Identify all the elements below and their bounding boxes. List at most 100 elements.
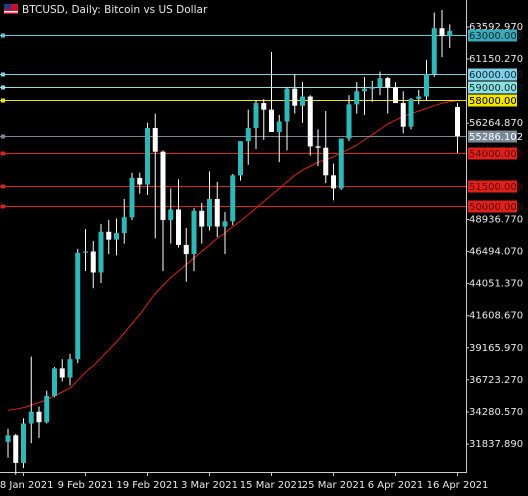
candle-body — [245, 128, 251, 142]
candle-body — [323, 147, 329, 176]
candle-body — [439, 28, 445, 37]
level-label-box — [468, 68, 517, 81]
candle-body — [292, 88, 298, 106]
level-marker — [1, 72, 5, 77]
x-tick-label: 15 Mar 2021 — [240, 480, 303, 491]
candle-body — [362, 88, 367, 92]
x-tick-label: 16 Apr 2021 — [427, 480, 489, 491]
candle-body — [400, 103, 406, 127]
candle-body — [106, 231, 112, 240]
candle-body — [416, 96, 422, 100]
level-label: 51500.000 — [469, 182, 523, 193]
candle-body — [21, 423, 26, 463]
level-label-box — [468, 94, 517, 107]
candle-body — [214, 198, 220, 227]
candle-body — [75, 252, 81, 360]
candle-body — [168, 209, 174, 220]
y-tick-label: 41608.670 — [469, 311, 523, 322]
level-label-box — [468, 180, 517, 193]
level-label: 50000.000 — [469, 202, 523, 213]
x-tick-label: 6 Apr 2021 — [368, 480, 423, 491]
level-marker — [1, 184, 5, 189]
candle-body — [90, 251, 96, 273]
level-marker — [1, 204, 5, 209]
level-label-box — [468, 29, 517, 42]
level-label-box — [468, 81, 517, 94]
candle-body — [261, 103, 267, 110]
level-marker — [1, 98, 5, 103]
y-tick-label: 46494.070 — [469, 247, 523, 258]
candle-body — [346, 104, 352, 139]
candle-body — [183, 244, 189, 255]
level-marker — [1, 85, 5, 90]
level-label-box — [468, 200, 517, 213]
x-tick-label: 28 Jan 2021 — [0, 480, 53, 491]
candle-body — [447, 30, 453, 37]
candle-body — [114, 233, 119, 240]
y-tick-label: 56264.870 — [469, 118, 523, 129]
candle-body — [199, 210, 205, 227]
y-tick-label: 36723.270 — [469, 375, 523, 386]
candle-body — [300, 96, 305, 106]
candle-body — [98, 231, 104, 273]
candle-body — [129, 177, 135, 218]
candle-body — [121, 217, 127, 234]
y-tick-label: 48936.770 — [469, 214, 523, 225]
candle-body — [284, 88, 290, 122]
candle-body — [137, 177, 143, 185]
candle-body — [222, 221, 228, 227]
y-tick-label: 34280.570 — [469, 407, 523, 418]
y-tick-label: 44051.370 — [469, 279, 523, 290]
candle-body — [52, 368, 57, 396]
level-label: 63000.000 — [469, 31, 523, 42]
candle-body — [424, 74, 429, 97]
candle-body — [354, 91, 360, 105]
level-label-box — [468, 130, 517, 143]
level-label: 55286.102 — [469, 132, 523, 143]
candle-body — [152, 128, 158, 152]
candle-body — [59, 368, 65, 378]
candle-body — [160, 151, 166, 220]
y-tick-label: 31837.890 — [469, 439, 523, 450]
candle-body — [377, 78, 383, 88]
moving-average — [7, 99, 458, 411]
x-tick-label: 25 Mar 2021 — [302, 480, 365, 491]
y-tick-label: 61150.270 — [469, 54, 523, 65]
flag-icon — [4, 4, 18, 14]
candle-body — [145, 128, 150, 185]
candle-body — [307, 96, 313, 147]
candle-body — [369, 87, 375, 89]
candle-body — [315, 146, 321, 148]
candle-body — [13, 435, 19, 463]
level-label: 60000.000 — [469, 70, 523, 81]
x-tick-label: 9 Feb 2021 — [58, 480, 114, 491]
level-label: 59000.000 — [469, 83, 523, 94]
candle-body — [207, 198, 212, 227]
candle-body — [253, 103, 259, 129]
candle-body — [44, 395, 50, 423]
y-tick-label: 39165.970 — [469, 343, 523, 354]
candle-body — [191, 210, 197, 255]
candle-body — [455, 107, 460, 137]
candle-body — [331, 175, 336, 189]
level-marker — [1, 33, 5, 38]
y-tick-label: 63592.970 — [469, 22, 523, 33]
candle-body — [28, 411, 34, 424]
candle-body — [393, 87, 398, 104]
chart-title: BTCUSD, Daily: Bitcoin vs US Dollar — [22, 4, 208, 16]
level-label-box — [468, 147, 517, 160]
candle-body — [230, 175, 236, 222]
candle-body — [276, 121, 282, 132]
x-tick-label: 19 Feb 2021 — [116, 480, 178, 491]
candle-body — [338, 138, 344, 189]
candle-body — [269, 109, 274, 132]
candle-body — [83, 251, 88, 253]
candle-body — [67, 359, 73, 378]
candle-body — [385, 78, 391, 88]
candle-body — [176, 209, 181, 245]
candle-body — [5, 435, 11, 442]
level-marker — [1, 151, 5, 156]
level-label: 58000.000 — [469, 96, 523, 107]
